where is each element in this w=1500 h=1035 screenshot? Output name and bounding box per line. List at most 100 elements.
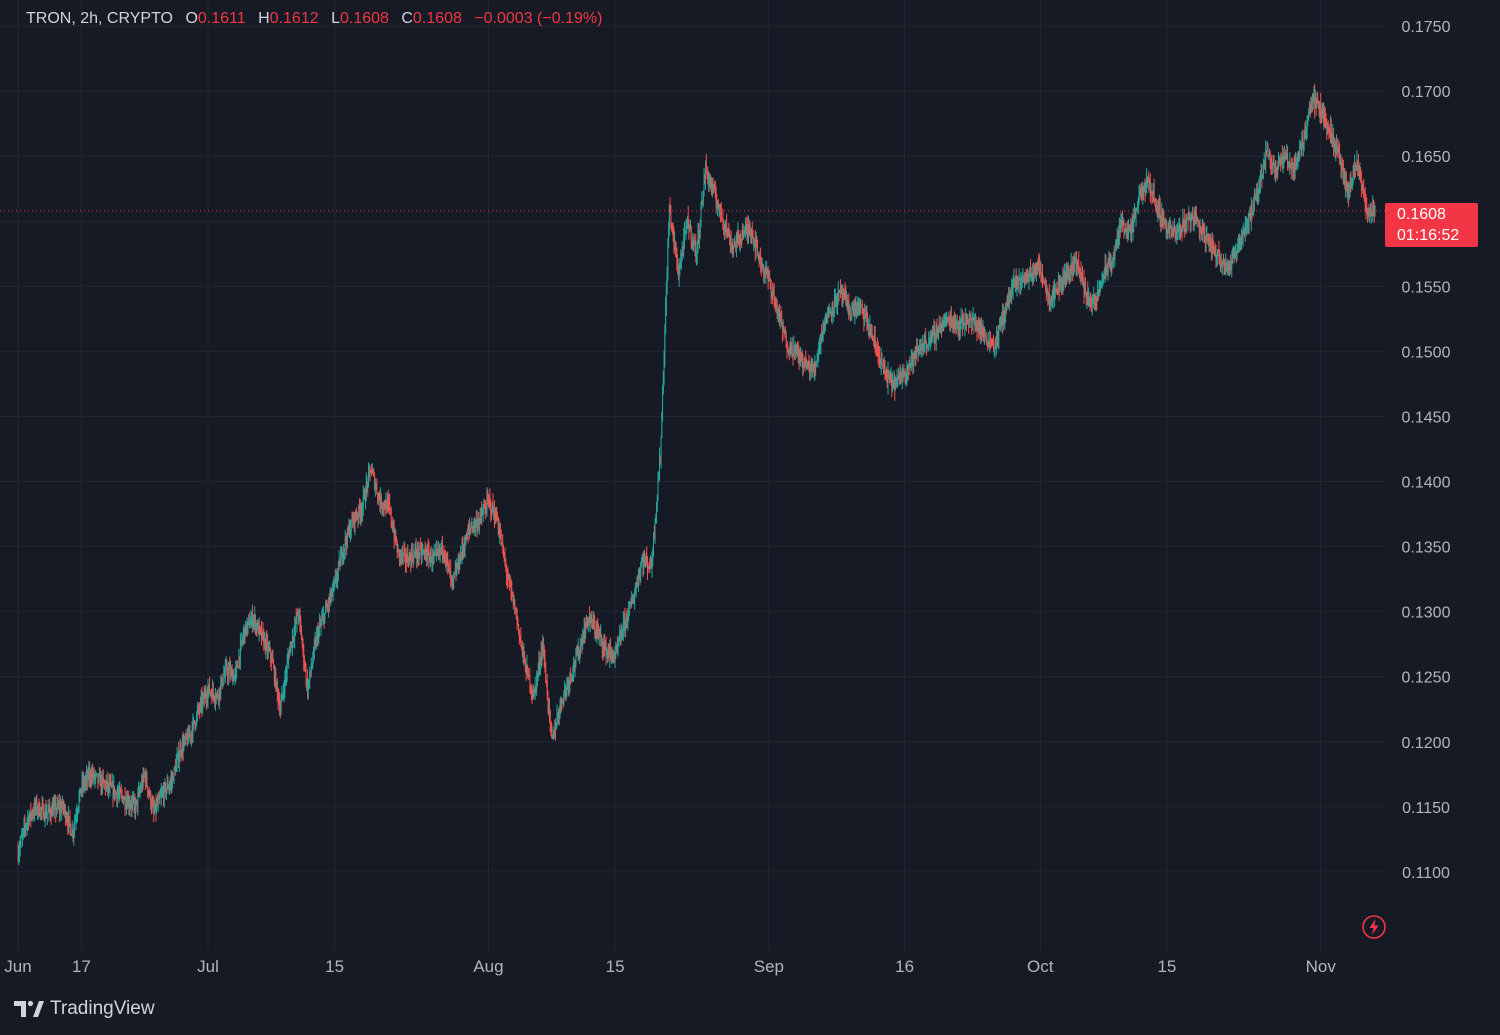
candle-body: [68, 816, 69, 826]
candle-body: [903, 368, 905, 377]
candle-body: [941, 322, 943, 328]
branding[interactable]: TradingView: [14, 998, 155, 1020]
candle-body: [1345, 180, 1347, 187]
candle-body: [1328, 125, 1330, 135]
candle-body: [978, 327, 980, 332]
candle-body: [858, 301, 860, 307]
candle-body: [1182, 219, 1184, 231]
candle-body: [740, 235, 742, 239]
candle-body: [478, 522, 480, 526]
candle-body: [1275, 167, 1276, 173]
candle-body: [1288, 161, 1290, 166]
candle-body: [202, 698, 204, 707]
lightning-icon[interactable]: [1361, 914, 1387, 940]
candle-body: [601, 639, 603, 648]
candle-body: [141, 782, 143, 790]
candle-body: [1178, 230, 1180, 233]
candle-body: [474, 521, 476, 527]
candle-body: [1282, 160, 1284, 162]
candle-body: [286, 662, 288, 673]
candle-body: [971, 318, 973, 324]
candle-body: [386, 501, 388, 511]
candle-body: [515, 608, 517, 613]
candle-body: [824, 314, 826, 323]
candle-body: [443, 551, 445, 557]
candle-body: [223, 676, 225, 683]
candle-body: [952, 320, 954, 325]
candle-body: [1305, 128, 1307, 130]
candle-body: [408, 555, 410, 566]
symbol-label[interactable]: TRON, 2h, CRYPTO: [26, 10, 173, 27]
candle-body: [851, 310, 853, 317]
candle-body: [1030, 268, 1031, 275]
candle-body: [739, 235, 741, 241]
candle-body: [733, 245, 735, 247]
candle-body: [675, 252, 677, 258]
candle-body: [935, 326, 937, 340]
candle-body: [504, 557, 506, 563]
candle-body: [1205, 237, 1207, 243]
candle-body: [198, 706, 200, 709]
candle-body: [1170, 226, 1172, 228]
candle-body: [596, 629, 598, 634]
time-axis[interactable]: Jun 17 Jul 15 Aug 15 Sep 16 Oct 15 Nov: [4, 957, 1336, 976]
candle-body: [711, 182, 713, 190]
candle-body: [241, 640, 243, 642]
candle-body: [889, 374, 891, 381]
candle-body: [400, 552, 402, 556]
candle-body: [811, 368, 813, 372]
candle-body: [555, 725, 557, 730]
candle-body: [693, 240, 694, 243]
candle-body: [1363, 188, 1365, 196]
candle-body: [698, 234, 700, 240]
candle-body: [1283, 153, 1285, 161]
candle-body: [229, 667, 231, 675]
candle-body: [625, 619, 627, 628]
candle-body: [567, 683, 569, 688]
candle-body: [1290, 163, 1292, 168]
candle-body: [539, 661, 541, 666]
candle-body: [778, 308, 780, 321]
open-value: 0.1611: [197, 10, 246, 27]
candle-body: [812, 364, 814, 369]
candle-body: [972, 317, 974, 319]
candle-body: [1226, 263, 1227, 269]
candle-body: [134, 803, 136, 811]
candle-body: [1220, 260, 1221, 264]
candle-body: [57, 803, 59, 807]
candle-body: [1042, 274, 1043, 281]
candle-body: [799, 358, 801, 360]
candle-body: [1252, 211, 1254, 215]
candle-body: [904, 372, 906, 376]
y-tick-label: 0.1200: [1402, 735, 1451, 752]
candle-body: [344, 538, 346, 548]
candle-body: [117, 794, 119, 796]
candle-body: [1343, 176, 1345, 181]
candle-body: [206, 697, 207, 700]
candle-body: [150, 792, 152, 806]
candle-body: [613, 657, 615, 659]
candle-body: [1235, 251, 1237, 256]
candle-body: [956, 322, 958, 324]
candle-body: [1035, 268, 1037, 276]
candle-body: [570, 673, 572, 677]
candle-body: [1111, 261, 1113, 265]
candle-body: [340, 551, 342, 558]
candle-body: [1240, 240, 1242, 246]
candle-body: [809, 367, 811, 374]
candle-body: [270, 648, 272, 658]
candle-body: [434, 553, 436, 555]
candle-body: [509, 580, 511, 587]
candle-body: [1297, 154, 1299, 160]
candle-body: [414, 552, 415, 554]
candle-body: [1117, 234, 1119, 243]
price-axis[interactable]: 0.17500.17000.16500.16000.15500.15000.14…: [1402, 19, 1451, 882]
candle-body: [837, 292, 839, 303]
candle-body: [68, 816, 70, 819]
candle-body: [1044, 282, 1046, 284]
candle-body: [961, 317, 963, 320]
candle-body: [1062, 277, 1064, 286]
candle-body: [217, 693, 219, 697]
candle-body: [47, 810, 49, 813]
